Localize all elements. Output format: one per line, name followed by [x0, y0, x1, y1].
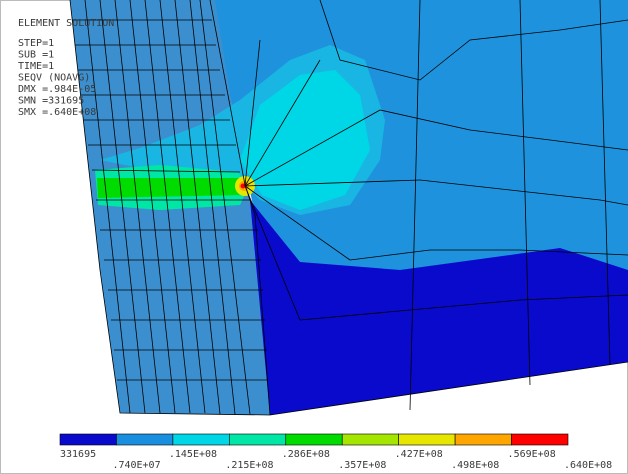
legend-swatch — [454, 433, 512, 446]
header-line: SUB =1 — [18, 50, 54, 61]
legend-swatch — [511, 433, 569, 446]
region-cyan — [240, 70, 370, 210]
header-line: SEQV (NOAVG) — [18, 73, 90, 84]
header-line: SMX =.640E+08 — [18, 107, 96, 118]
header-line: DMX =.984E-05 — [18, 84, 96, 95]
mesh-lines — [69, 0, 628, 416]
legend-swatch — [116, 433, 174, 446]
legend-swatch — [229, 433, 287, 446]
legend-swatch — [172, 433, 230, 446]
model — [69, 0, 628, 416]
region-green — [97, 178, 245, 198]
legend-label: .215E+08 — [225, 460, 273, 471]
legend-label: .740E+07 — [112, 460, 160, 471]
legend-label: .640E+08 — [564, 460, 612, 471]
legend-label: .498E+08 — [451, 460, 499, 471]
header-line: SMN =331695 — [18, 96, 84, 107]
legend-label: .145E+08 — [169, 449, 217, 460]
header-line: STEP=1 — [18, 38, 54, 49]
legend-label: 331695 — [60, 449, 96, 460]
legend: 331695 .740E+07 .145E+08 .215E+08 .286E+08 .3… — [59, 433, 612, 471]
legend-label: .357E+08 — [338, 460, 386, 471]
legend-swatch — [398, 433, 456, 446]
legend-swatch — [285, 433, 343, 446]
hotspot-red — [240, 183, 246, 189]
legend-swatch — [341, 433, 399, 446]
header-line: TIME=1 — [18, 61, 54, 72]
legend-label: .569E+08 — [508, 449, 556, 460]
legend-label: .286E+08 — [282, 449, 330, 460]
legend-swatch — [59, 433, 117, 446]
header-line: ELEMENT SOLUTION — [18, 18, 114, 29]
legend-label: .427E+08 — [395, 449, 443, 460]
